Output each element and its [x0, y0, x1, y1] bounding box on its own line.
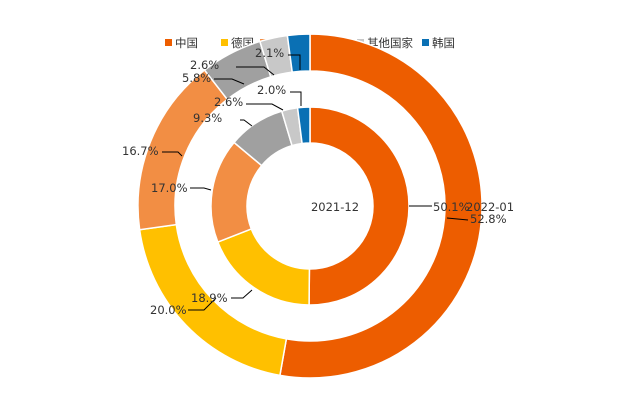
- legend-label-china: 中国: [175, 36, 198, 50]
- outer-label-germany: 20.0%: [150, 303, 187, 317]
- outer-label-others: 2.6%: [190, 58, 219, 72]
- legend-swatch-korea: [422, 39, 429, 46]
- inner-slice-germany: [216, 227, 311, 306]
- inner-leader-germany: [231, 289, 253, 299]
- inner-slice-china: [308, 106, 410, 306]
- legend-label-others: 其他国家: [367, 36, 413, 50]
- outer-leader-others: [236, 66, 275, 76]
- outer-leader-china: [446, 217, 469, 221]
- inner-label-japan: 17.0%: [151, 181, 188, 195]
- outer-leader-germany: [188, 297, 217, 311]
- series-names: 2021-12 2022-01: [311, 200, 514, 214]
- inner-leader-usa: [240, 119, 253, 127]
- inner-slice-korea: [296, 106, 311, 145]
- inner-leader-others: [246, 103, 284, 111]
- inner-label-usa: 9.3%: [193, 111, 222, 125]
- legend-label-korea: 韩国: [432, 36, 455, 50]
- outer-label-japan: 16.7%: [122, 144, 159, 158]
- inner-label-others: 2.6%: [214, 95, 243, 109]
- inner-label-germany: 18.9%: [191, 291, 228, 305]
- outer-leader-usa: [214, 78, 245, 85]
- outer-label-usa: 5.8%: [182, 71, 211, 85]
- data-labels: 50.1% 18.9% 17.0% 9.3% 2.6% 2.0% 52.8% 20.0% 16.…: [122, 46, 507, 317]
- inner-label-korea: 2.0%: [257, 83, 286, 97]
- outer-label-china: 52.8%: [470, 212, 507, 226]
- outer-series-name: 2022-01: [466, 200, 514, 214]
- legend-swatch-china: [165, 39, 172, 46]
- donut-rings: [137, 33, 483, 379]
- outer-slice-china: [279, 33, 483, 379]
- outer-leader-korea: [288, 54, 301, 70]
- inner-leader-korea: [290, 91, 302, 106]
- inner-leader-japan: [190, 187, 212, 191]
- legend-swatch-germany: [221, 39, 228, 46]
- inner-series-name: 2021-12: [311, 200, 359, 214]
- outer-label-korea: 2.1%: [255, 46, 284, 60]
- outer-slice-korea: [286, 33, 311, 74]
- inner-label-china: 50.1%: [433, 200, 470, 214]
- outer-leader-japan: [162, 151, 183, 157]
- leader-lines: [162, 54, 469, 311]
